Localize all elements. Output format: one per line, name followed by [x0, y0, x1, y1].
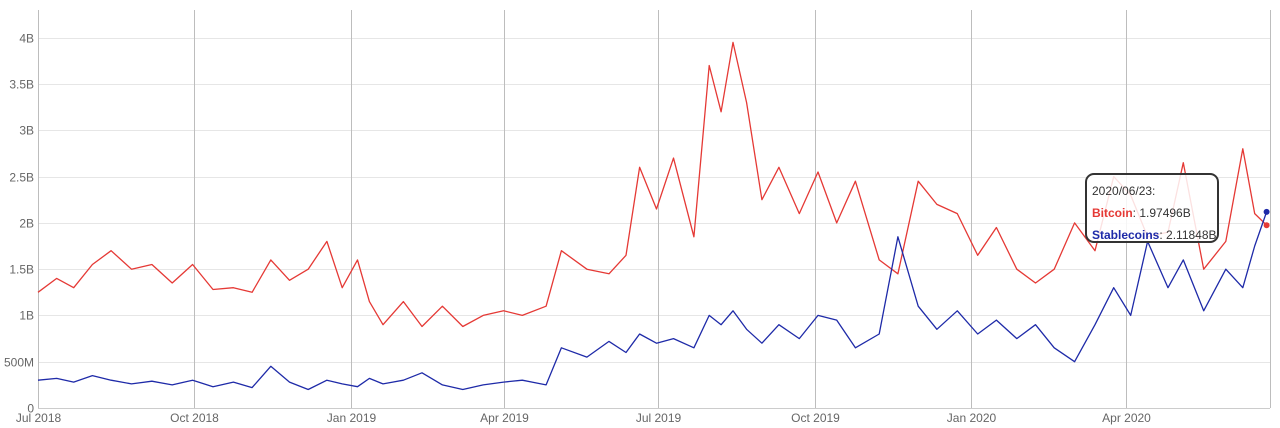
y-tick-label: 4B	[19, 32, 34, 46]
x-tick-label: Jan 2019	[327, 411, 377, 425]
tooltip-series-value: 1.97496B	[1139, 206, 1191, 220]
tooltip-separator: :	[1159, 228, 1167, 242]
y-tick-label: 3B	[19, 124, 34, 138]
tooltip-series-name: Stablecoins	[1092, 228, 1160, 242]
y-tick-label: 2B	[19, 217, 34, 231]
x-tick-label: Oct 2019	[791, 411, 840, 425]
hover-marker-stablecoins	[1263, 208, 1270, 215]
grid-layer	[38, 10, 1271, 409]
markers-layer	[1263, 208, 1270, 229]
y-tick-label: 500M	[4, 356, 34, 370]
chart-tooltip: 2020/06/23: Bitcoin: 1.97496B Stablecoin…	[1085, 173, 1219, 243]
tooltip-series-value: 2.11848B	[1166, 228, 1217, 242]
series-line-stablecoins	[37, 211, 1268, 391]
series-layer	[37, 41, 1268, 391]
x-axis: Jul 2018 Oct 2018 Jan 2019 Apr 2019 Jul 2019…	[16, 411, 1151, 425]
hover-marker-bitcoin	[1263, 222, 1270, 229]
y-tick-label: 1B	[19, 309, 34, 323]
y-tick-label: 1.5B	[9, 263, 34, 277]
tooltip-row-bitcoin: Bitcoin: 1.97496B	[1092, 202, 1217, 224]
y-axis: 0 500M 1B 1.5B 2B 2.5B 3B 3.5B 4B	[4, 32, 34, 416]
x-tick-label: Jul 2019	[636, 411, 682, 425]
tooltip-row-stablecoins: Stablecoins: 2.11848B	[1092, 224, 1217, 246]
x-tick-label: Jan 2020	[947, 411, 997, 425]
tooltip-date: 2020/06/23:	[1092, 184, 1156, 198]
x-tick-label: Apr 2019	[480, 411, 529, 425]
y-tick-label: 0	[27, 402, 34, 416]
x-tick-label: Jul 2018	[16, 411, 62, 425]
series-line-bitcoin	[37, 41, 1268, 328]
tooltip-series-name: Bitcoin	[1092, 206, 1133, 220]
x-tick-label: Oct 2018	[170, 411, 219, 425]
y-tick-label: 2.5B	[9, 171, 34, 185]
x-tick-label: Apr 2020	[1102, 411, 1151, 425]
tooltip-separator: :	[1132, 206, 1140, 220]
y-tick-label: 3.5B	[9, 78, 34, 92]
